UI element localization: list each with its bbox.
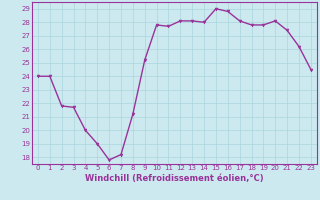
- X-axis label: Windchill (Refroidissement éolien,°C): Windchill (Refroidissement éolien,°C): [85, 174, 264, 183]
